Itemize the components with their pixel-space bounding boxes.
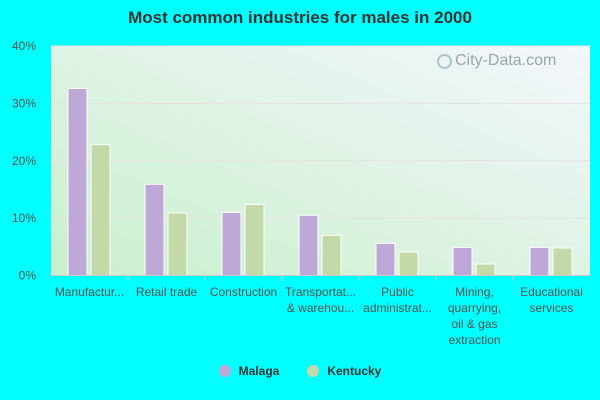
bar-kentucky bbox=[321, 234, 342, 276]
x-tick-label: administrat... bbox=[363, 301, 432, 315]
bar-kentucky bbox=[244, 203, 265, 276]
bar-kentucky bbox=[90, 144, 111, 276]
x-tick-label: Retail trade bbox=[136, 285, 198, 299]
y-tick-label: 10% bbox=[12, 211, 36, 225]
x-tick-label: Public bbox=[381, 285, 414, 299]
y-tick-label: 30% bbox=[12, 96, 36, 110]
bar-malaga bbox=[221, 211, 242, 276]
bar-kentucky bbox=[475, 263, 496, 276]
bar-malaga bbox=[298, 214, 319, 277]
bar-malaga bbox=[452, 246, 473, 276]
watermark: City-Data.com bbox=[455, 52, 557, 69]
x-tick-label: Educational bbox=[520, 285, 583, 299]
bar-kentucky bbox=[398, 251, 419, 277]
bar-kentucky bbox=[167, 212, 188, 276]
bar-malaga bbox=[67, 87, 88, 276]
legend-item: Malaga bbox=[218, 364, 280, 378]
legend-item: Kentucky bbox=[307, 364, 381, 378]
x-tick-label: & warehou... bbox=[287, 301, 354, 315]
x-tick-label: oil & gas bbox=[451, 317, 497, 331]
chart-title: Most common industries for males in 2000 bbox=[128, 8, 472, 27]
y-tick-label: 40% bbox=[12, 39, 36, 53]
bar-malaga bbox=[529, 246, 550, 276]
legend: Malaga Kentucky bbox=[0, 364, 600, 378]
watermark-logo: City-Data.com bbox=[437, 52, 556, 70]
magnifier-icon bbox=[437, 53, 452, 69]
x-tick-label: Mining, bbox=[455, 285, 494, 299]
y-tick-label: 0% bbox=[19, 269, 37, 283]
x-tick-label: extraction bbox=[448, 333, 500, 347]
bar-malaga bbox=[375, 242, 396, 276]
legend-label: Kentucky bbox=[327, 364, 382, 378]
x-tick-label: quarrying, bbox=[448, 301, 501, 315]
x-tick-label: Construction bbox=[210, 285, 277, 299]
x-tick-label: Manufactur... bbox=[55, 285, 124, 299]
legend-swatch bbox=[218, 365, 231, 377]
legend-label: Malaga bbox=[238, 364, 280, 378]
x-tick-label: services bbox=[529, 301, 573, 315]
x-tick-label: Transportat... bbox=[285, 285, 356, 299]
bar-malaga bbox=[144, 183, 165, 276]
bar-kentucky bbox=[552, 247, 573, 277]
legend-swatch bbox=[307, 365, 320, 377]
y-tick-label: 20% bbox=[12, 154, 36, 168]
